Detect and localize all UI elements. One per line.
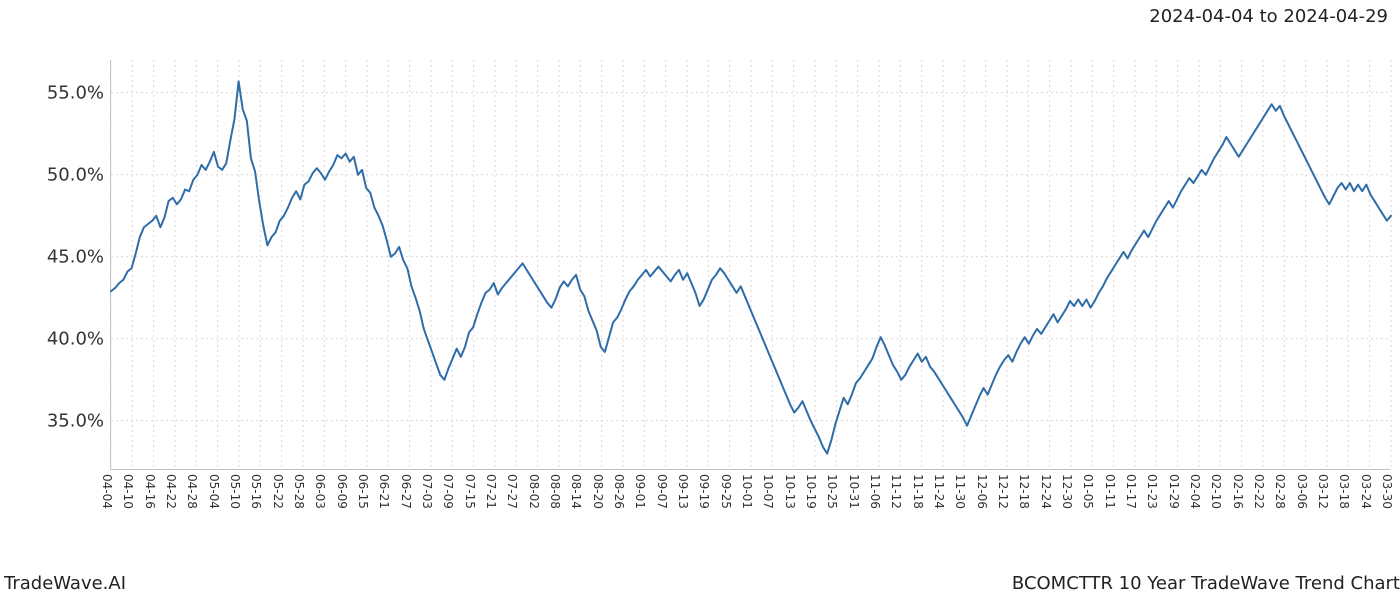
x-tick-label: 11-06 [868, 474, 882, 509]
x-tick-label: 07-21 [484, 474, 498, 509]
x-tick-label: 07-15 [463, 474, 477, 509]
x-tick-label: 05-28 [292, 474, 306, 509]
x-tick-label: 03-18 [1337, 474, 1351, 509]
x-tick-label: 10-25 [825, 474, 839, 509]
footer-brand: TradeWave.AI [4, 573, 126, 594]
x-tick-label: 12-30 [1060, 474, 1074, 509]
x-tick-label: 12-06 [975, 474, 989, 509]
x-tick-label: 10-07 [761, 474, 775, 509]
x-tick-label: 05-04 [207, 474, 221, 509]
y-tick-label: 35.0% [24, 410, 104, 431]
x-tick-label: 02-22 [1252, 474, 1266, 509]
x-tick-label: 12-24 [1039, 474, 1053, 509]
x-tick-label: 01-17 [1124, 474, 1138, 509]
x-tick-label: 06-09 [335, 474, 349, 509]
x-tick-label: 09-01 [633, 474, 647, 509]
x-tick-label: 09-19 [697, 474, 711, 509]
x-tick-label: 05-16 [249, 474, 263, 509]
footer-title: BCOMCTTR 10 Year TradeWave Trend Chart [1012, 573, 1400, 594]
x-tick-label: 05-22 [271, 474, 285, 509]
chart-plot-area [110, 60, 1390, 470]
x-tick-label: 06-27 [399, 474, 413, 509]
x-tick-label: 08-26 [612, 474, 626, 509]
x-tick-label: 03-06 [1295, 474, 1309, 509]
x-tick-label: 10-31 [847, 474, 861, 509]
x-tick-label: 09-13 [676, 474, 690, 509]
x-tick-label: 02-16 [1231, 474, 1245, 509]
x-tick-label: 01-23 [1145, 474, 1159, 509]
x-tick-label: 09-25 [719, 474, 733, 509]
x-tick-label: 04-22 [164, 474, 178, 509]
series-line [111, 81, 1391, 453]
x-tick-label: 03-12 [1316, 474, 1330, 509]
x-tick-label: 08-08 [548, 474, 562, 509]
y-tick-label: 45.0% [24, 246, 104, 267]
x-tick-label: 01-29 [1167, 474, 1181, 509]
x-tick-label: 02-10 [1209, 474, 1223, 509]
x-tick-label: 04-10 [121, 474, 135, 509]
x-tick-label: 04-28 [185, 474, 199, 509]
x-tick-label: 08-20 [591, 474, 605, 509]
x-tick-label: 01-11 [1103, 474, 1117, 509]
y-tick-label: 40.0% [24, 328, 104, 349]
x-tick-label: 08-14 [569, 474, 583, 509]
x-tick-label: 11-18 [911, 474, 925, 509]
x-tick-label: 01-05 [1081, 474, 1095, 509]
x-tick-label: 06-21 [377, 474, 391, 509]
x-tick-label: 06-15 [356, 474, 370, 509]
x-tick-label: 04-04 [100, 474, 114, 509]
x-tick-label: 10-01 [740, 474, 754, 509]
x-tick-label: 07-09 [441, 474, 455, 509]
date-range-label: 2024-04-04 to 2024-04-29 [1149, 6, 1388, 27]
x-tick-label: 10-19 [804, 474, 818, 509]
y-tick-label: 50.0% [24, 164, 104, 185]
x-tick-label: 07-03 [420, 474, 434, 509]
x-tick-label: 11-12 [889, 474, 903, 509]
y-tick-label: 55.0% [24, 82, 104, 103]
x-tick-label: 03-24 [1359, 474, 1373, 509]
x-tick-label: 03-30 [1380, 474, 1394, 509]
x-tick-label: 05-10 [228, 474, 242, 509]
x-tick-label: 10-13 [783, 474, 797, 509]
x-tick-label: 06-03 [313, 474, 327, 509]
x-tick-label: 02-04 [1188, 474, 1202, 509]
x-tick-label: 09-07 [655, 474, 669, 509]
chart-svg [111, 60, 1391, 470]
chart-container: { "date_range_label": "2024-04-04 to 202… [0, 0, 1400, 600]
x-tick-label: 12-12 [996, 474, 1010, 509]
x-tick-label: 08-02 [527, 474, 541, 509]
x-tick-label: 12-18 [1017, 474, 1031, 509]
x-tick-label: 11-24 [932, 474, 946, 509]
x-tick-label: 02-28 [1273, 474, 1287, 509]
x-tick-label: 04-16 [143, 474, 157, 509]
x-tick-label: 11-30 [953, 474, 967, 509]
x-tick-label: 07-27 [505, 474, 519, 509]
